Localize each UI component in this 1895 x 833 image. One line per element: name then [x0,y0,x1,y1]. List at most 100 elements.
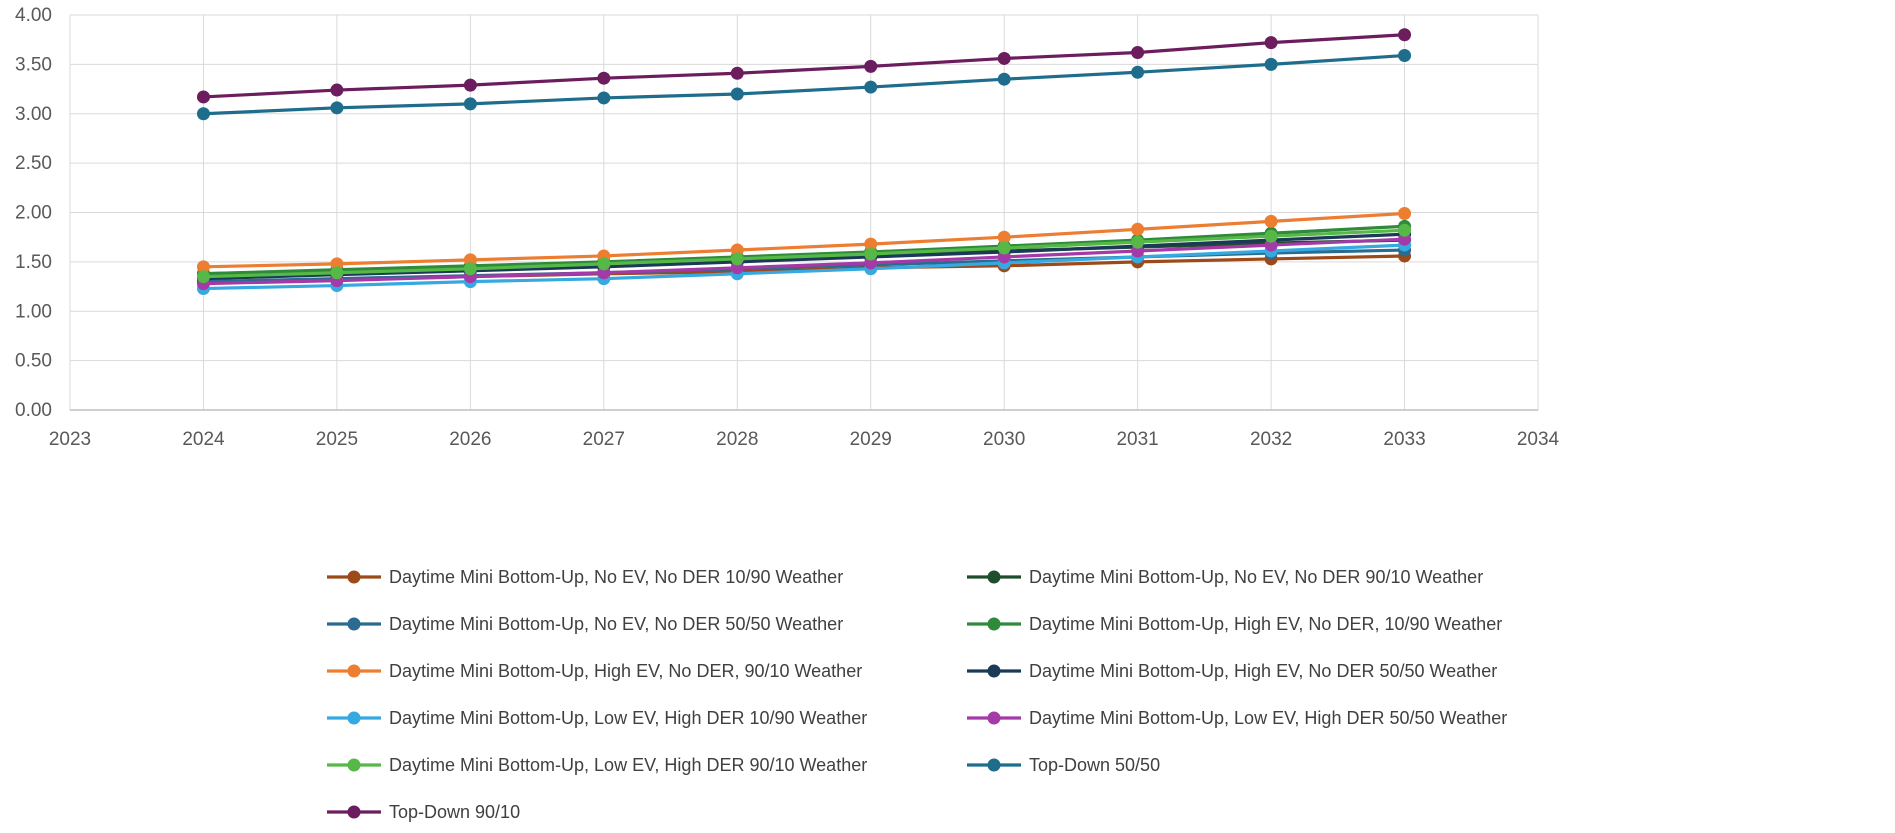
legend-swatch-marker [987,711,1001,725]
legend-label: Daytime Mini Bottom-Up, High EV, No DER … [1029,660,1498,681]
series-lines [196,28,1412,296]
series-line [203,33,1405,99]
x-tick-label: 2023 [49,429,91,450]
data-point [997,51,1011,65]
data-point [1398,48,1412,62]
x-tick-label: 2027 [583,429,625,450]
x-tick-label: 2028 [716,429,758,450]
legend-label: Daytime Mini Bottom-Up, No EV, No DER 90… [1029,566,1484,587]
y-tick-label: 4.00 [15,5,52,26]
data-point [1264,57,1278,71]
legend-label: Top-Down 50/50 [1029,754,1161,775]
series-line [203,243,1405,291]
series-10 [196,48,1412,121]
legend-swatch-marker [347,617,361,631]
data-point [330,83,344,97]
data-point [1131,222,1145,236]
legend-label: Daytime Mini Bottom-Up, No EV, No DER 10… [389,566,844,587]
data-point [1398,223,1412,237]
data-point [730,261,744,275]
data-point [730,243,744,257]
data-point [864,80,878,94]
data-point [196,260,210,274]
data-point [330,266,344,280]
series-line [203,211,1405,269]
data-point [196,107,210,121]
series-line [203,228,1405,279]
y-tick-label: 0.00 [15,400,52,421]
legend-swatch-marker [347,805,361,819]
y-tick-label: 3.50 [15,54,52,75]
data-point [1264,229,1278,243]
x-tick-label: 2026 [449,429,491,450]
data-point [864,247,878,261]
y-tick-label: 2.00 [15,203,52,224]
x-tick-label: 2030 [983,429,1025,450]
legend-swatch [327,805,381,819]
data-point [1131,46,1145,60]
data-point [330,257,344,271]
legend-swatch [327,617,381,631]
legend-item[interactable]: Daytime Mini Bottom-Up, High EV, No DER … [965,656,1665,686]
legend-label: Daytime Mini Bottom-Up, High EV, No DER,… [389,660,863,681]
legend-item[interactable]: Top-Down 50/50 [965,750,1665,780]
data-point [1264,36,1278,50]
data-point [864,237,878,251]
legend-item[interactable]: Daytime Mini Bottom-Up, No EV, No DER 90… [965,562,1665,592]
y-tick-label: 2.50 [15,153,52,174]
legend-item[interactable]: Daytime Mini Bottom-Up, No EV, No DER 50… [325,609,965,639]
data-point [997,230,1011,244]
legend-swatch-marker [987,570,1001,584]
x-tick-label: 2024 [182,429,225,450]
y-tick-label: 0.50 [15,351,52,372]
data-point [997,241,1011,255]
data-point [1398,28,1412,42]
legend-swatch [967,617,1021,631]
legend-swatch [327,570,381,584]
legend-item[interactable]: Daytime Mini Bottom-Up, Low EV, High DER… [325,703,965,733]
data-point [1131,65,1145,79]
data-point [730,252,744,266]
data-point [330,101,344,115]
legend-swatch-marker [347,570,361,584]
legend-label: Daytime Mini Bottom-Up, Low EV, High DER… [1029,707,1508,728]
data-point [1131,235,1145,249]
data-point [597,266,611,280]
data-point [730,87,744,101]
x-tick-label: 2031 [1116,429,1158,450]
legend-item[interactable]: Daytime Mini Bottom-Up, No EV, No DER 10… [325,562,965,592]
legend-label: Top-Down 90/10 [389,801,521,822]
series-line [203,53,1405,116]
series-9 [196,223,1412,284]
legend-swatch [327,664,381,678]
gridlines [69,14,1539,411]
legend-swatch-marker [347,711,361,725]
data-point [864,59,878,73]
legend-label: Daytime Mini Bottom-Up, Low EV, High DER… [389,707,868,728]
legend-item[interactable]: Daytime Mini Bottom-Up, Low EV, High DER… [325,750,965,780]
data-point [196,90,210,104]
data-point [463,262,477,276]
data-point [997,72,1011,86]
data-point [997,250,1011,264]
legend-swatch-marker [987,758,1001,772]
legend-label: Daytime Mini Bottom-Up, Low EV, High DER… [389,754,868,775]
x-tick-label: 2025 [316,429,358,450]
series-11 [196,28,1412,104]
legend-label: Daytime Mini Bottom-Up, No EV, No DER 50… [389,613,844,634]
legend-item[interactable]: Top-Down 90/10 [325,797,965,827]
data-point [730,66,744,80]
legend-item[interactable]: Daytime Mini Bottom-Up, Low EV, High DER… [965,703,1665,733]
legend-swatch-marker [347,664,361,678]
legend-item[interactable]: Daytime Mini Bottom-Up, High EV, No DER,… [965,609,1665,639]
y-tick-label: 1.00 [15,301,52,322]
data-point [597,257,611,271]
data-point [463,78,477,92]
data-point [1398,232,1412,246]
x-tick-label: 2029 [850,429,892,450]
legend-item[interactable]: Daytime Mini Bottom-Up, High EV, No DER,… [325,656,965,686]
data-point [196,270,210,284]
chart-svg: 0.00 0.50 1.00 1.50 2.00 2.50 3.00 3.50 4.00 2023… [15,5,1560,450]
legend-swatch [967,570,1021,584]
legend-swatch [967,758,1021,772]
